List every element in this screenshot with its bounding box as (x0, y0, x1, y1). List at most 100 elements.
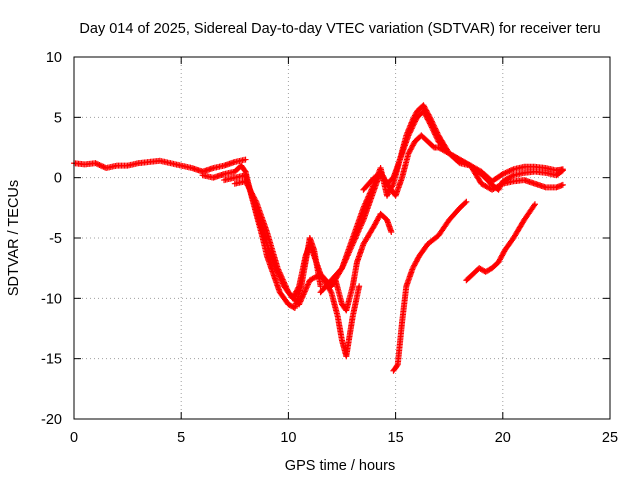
trail-marker (427, 121, 434, 128)
data-point (92, 160, 99, 167)
y-tick-label: 0 (54, 171, 62, 187)
data-point (521, 216, 528, 223)
data-point (456, 156, 463, 163)
data-point (435, 232, 442, 239)
data-point (285, 301, 292, 308)
data-point (306, 277, 313, 284)
trail-marker (411, 119, 418, 126)
grid-lines (74, 57, 610, 419)
data-point (426, 120, 433, 127)
x-tick-labels: 0 5 10 15 20 25 (70, 430, 618, 446)
data-point (343, 307, 350, 314)
trail-marker (393, 362, 400, 369)
data-point (559, 181, 566, 188)
data-point (199, 172, 206, 179)
data-point (339, 301, 345, 308)
data-point (285, 289, 292, 296)
data-point (489, 178, 496, 185)
data-point (489, 265, 496, 272)
trail-marker (241, 167, 248, 174)
data-point (390, 367, 397, 374)
data-point (238, 162, 245, 169)
data-point (510, 166, 517, 173)
trail-marker (507, 167, 514, 174)
data-point (394, 361, 401, 368)
data-point (242, 172, 249, 179)
data-point (396, 156, 403, 163)
data-point (167, 160, 174, 167)
chart-title: Day 014 of 2025, Sidereal Day-to-day VTE… (79, 21, 600, 37)
series-arc-8 (390, 198, 470, 374)
data-point (510, 178, 517, 185)
trail-marker (501, 170, 508, 177)
trail-marker (426, 119, 433, 126)
trail-marker (502, 169, 509, 176)
data-point (343, 353, 350, 360)
trail-marker (408, 125, 415, 132)
data-point (188, 165, 195, 172)
data-point (360, 186, 367, 193)
trail-marker (412, 118, 419, 125)
x-tick-label: 0 (70, 430, 78, 446)
trail-marker (509, 173, 516, 180)
data-point (416, 253, 423, 260)
data-point (339, 337, 345, 344)
x-tick-label: 15 (388, 430, 404, 446)
data-point (403, 283, 410, 290)
data-point (371, 222, 378, 229)
data-point (377, 210, 384, 217)
y-axis-label: SDTVAR / TECUs (6, 180, 22, 296)
data-point (263, 253, 270, 260)
data-point (113, 162, 120, 169)
data-point (482, 268, 489, 275)
data-point (103, 165, 110, 172)
data-point (424, 241, 431, 248)
data-point (553, 184, 560, 191)
data-point (559, 166, 566, 173)
data-point (349, 283, 356, 290)
data-point (221, 177, 228, 184)
data-point (405, 132, 412, 139)
data-point (456, 204, 463, 211)
trail-marker (327, 288, 334, 295)
trail-marker (428, 124, 435, 131)
trail-marker (407, 128, 414, 135)
y-tick-label: -15 (41, 352, 62, 368)
trail-marker (409, 124, 416, 131)
data-point (521, 177, 528, 184)
data-point (414, 114, 421, 121)
data-point (420, 108, 427, 115)
data-point (390, 174, 397, 181)
trail-marker (96, 161, 103, 168)
data-point (210, 174, 217, 181)
data-point (399, 174, 406, 181)
data-point (178, 162, 185, 169)
data-point (242, 178, 249, 185)
data-point (328, 283, 335, 290)
data-point (510, 172, 517, 179)
x-tick-label: 25 (602, 430, 618, 446)
data-point (405, 150, 412, 157)
data-point (531, 180, 538, 187)
data-point (276, 289, 283, 296)
series-arc-9 (463, 201, 538, 284)
data-point (446, 216, 453, 223)
data-point (231, 174, 238, 181)
data-point (328, 289, 335, 296)
data-point (210, 165, 217, 172)
x-axis-label: GPS time / hours (285, 458, 395, 474)
trail-marker (428, 123, 435, 130)
data-point (542, 165, 549, 172)
data-point (371, 174, 378, 181)
data-point (349, 235, 356, 241)
trail-marker (503, 169, 510, 176)
data-point (495, 259, 502, 266)
data-point (360, 204, 367, 211)
y-tick-label: -20 (41, 412, 62, 428)
data-point (306, 235, 313, 241)
data-point (263, 228, 270, 235)
y-tick-label: 5 (54, 110, 62, 126)
trail-marker (295, 284, 302, 291)
trail-marker (95, 161, 102, 168)
